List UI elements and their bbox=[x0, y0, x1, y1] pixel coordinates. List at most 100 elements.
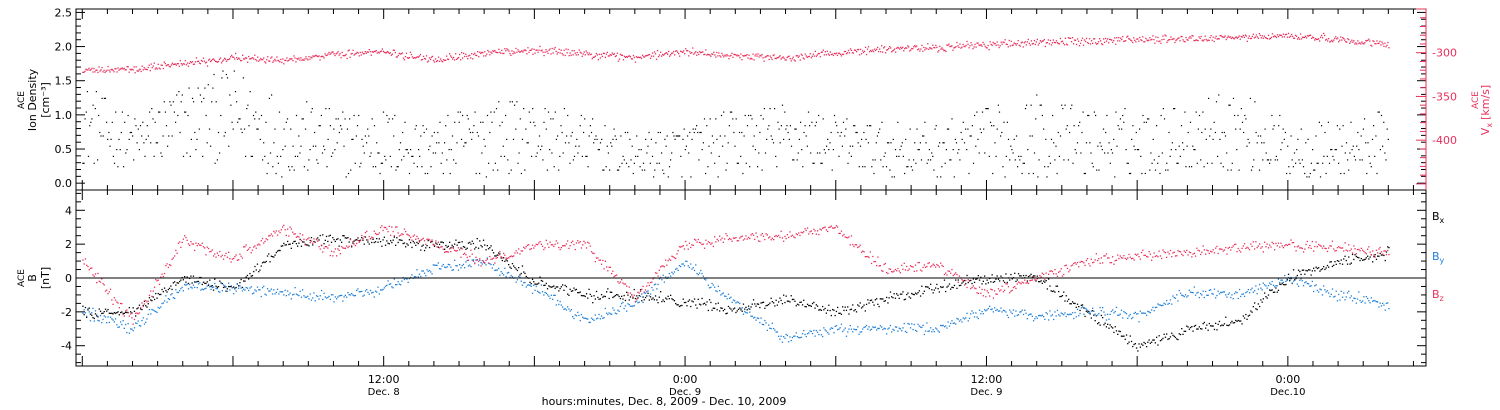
b-by-point bbox=[942, 324, 944, 326]
vx-point bbox=[959, 43, 961, 45]
density-point bbox=[1174, 108, 1176, 110]
b-bz-point bbox=[504, 254, 506, 256]
b-bz-point bbox=[142, 305, 144, 308]
b-by-point bbox=[1340, 290, 1342, 292]
b-bx-point bbox=[171, 288, 173, 291]
vx-point bbox=[751, 58, 753, 60]
density-point bbox=[784, 111, 786, 113]
b-by-point bbox=[865, 324, 868, 327]
b-bz-point bbox=[330, 250, 333, 252]
b-by-point bbox=[687, 265, 689, 267]
b-bz-point bbox=[176, 252, 178, 254]
b-bz-point bbox=[410, 236, 412, 239]
b-bx-point bbox=[1068, 298, 1070, 300]
density-point bbox=[110, 138, 112, 140]
b-bx-point bbox=[724, 308, 726, 311]
b-bx-point bbox=[1120, 335, 1123, 337]
b-bx-point bbox=[859, 302, 861, 304]
vx-point bbox=[908, 46, 910, 48]
vx-point bbox=[1378, 42, 1380, 44]
b-by-point bbox=[686, 260, 688, 263]
density-point bbox=[1325, 172, 1327, 175]
density-point bbox=[731, 111, 733, 113]
density-point bbox=[1102, 128, 1105, 130]
b-bz-point bbox=[619, 281, 622, 283]
density-point bbox=[1031, 135, 1033, 137]
b-by-point bbox=[243, 288, 245, 290]
vx-point bbox=[1133, 37, 1135, 39]
density-point bbox=[611, 145, 613, 147]
b-by-point bbox=[1380, 305, 1383, 307]
density-point bbox=[758, 152, 760, 154]
vx-point bbox=[158, 67, 160, 69]
density-point bbox=[486, 114, 489, 117]
density-point bbox=[962, 121, 964, 123]
vx-point bbox=[286, 57, 288, 59]
b-by-point bbox=[867, 328, 869, 330]
b-by-point bbox=[873, 326, 875, 329]
b-bx-point bbox=[995, 278, 997, 280]
density-point bbox=[309, 149, 311, 151]
density-point bbox=[1261, 142, 1263, 144]
density-point bbox=[139, 125, 142, 127]
b-bx-point bbox=[649, 296, 652, 298]
b-bz-point bbox=[229, 258, 231, 260]
vx-point bbox=[517, 49, 519, 51]
vx-point bbox=[520, 50, 522, 53]
b-bx-point bbox=[435, 242, 437, 244]
vx-point bbox=[563, 49, 565, 51]
b-bx-point bbox=[678, 305, 681, 308]
b-bx-point bbox=[92, 316, 94, 319]
b-by-point bbox=[849, 325, 851, 327]
b-by-point bbox=[1068, 314, 1070, 316]
b-bx-point bbox=[1010, 273, 1012, 276]
vx-point bbox=[670, 54, 672, 56]
b-bx-point bbox=[226, 288, 228, 290]
vx-point bbox=[103, 69, 105, 71]
b-by-point bbox=[726, 298, 728, 300]
b-bx-point bbox=[96, 314, 98, 316]
b-bx-point bbox=[721, 307, 723, 309]
density-point bbox=[1254, 101, 1256, 103]
b-by-point bbox=[1291, 282, 1293, 284]
b-bx-point bbox=[908, 296, 910, 298]
b-by-point bbox=[1050, 315, 1052, 317]
b-by-point bbox=[1201, 294, 1203, 296]
b-by-point bbox=[327, 296, 329, 299]
b-by-point bbox=[1159, 304, 1162, 306]
b-bx-point bbox=[756, 303, 758, 305]
b-bx-point bbox=[1149, 342, 1151, 344]
b-by-point bbox=[531, 292, 534, 294]
b-bx-point bbox=[162, 291, 164, 293]
density-point bbox=[1319, 176, 1322, 178]
b-bz-point bbox=[587, 241, 589, 243]
b-bz-point bbox=[205, 254, 207, 256]
density-point bbox=[352, 138, 354, 140]
b-bz-point bbox=[224, 255, 226, 257]
b-bx-point bbox=[408, 239, 411, 241]
vx-point bbox=[691, 51, 693, 54]
density-point bbox=[534, 125, 536, 127]
b-bx-point bbox=[1236, 320, 1238, 322]
density-point bbox=[448, 149, 450, 151]
vx-point bbox=[134, 72, 136, 74]
b-by-point bbox=[274, 293, 276, 295]
b-by-point bbox=[874, 326, 876, 328]
b-bz-point bbox=[295, 236, 298, 238]
b-bx-point bbox=[970, 279, 972, 282]
density-point bbox=[606, 145, 608, 147]
b-bx-point bbox=[402, 242, 404, 245]
density-point bbox=[418, 149, 420, 151]
b-bx-point bbox=[1257, 303, 1259, 305]
b-by-point bbox=[973, 316, 976, 318]
b-by-point bbox=[83, 309, 85, 311]
b-bx-point bbox=[872, 301, 874, 303]
b-bx-point bbox=[575, 288, 578, 291]
vx-point bbox=[1136, 38, 1138, 40]
vx-point bbox=[590, 53, 592, 55]
b-bx-point bbox=[1081, 304, 1084, 306]
vx-point bbox=[1022, 46, 1024, 48]
b-by-point bbox=[307, 295, 309, 297]
density-point bbox=[761, 169, 763, 171]
density-point bbox=[667, 176, 669, 178]
